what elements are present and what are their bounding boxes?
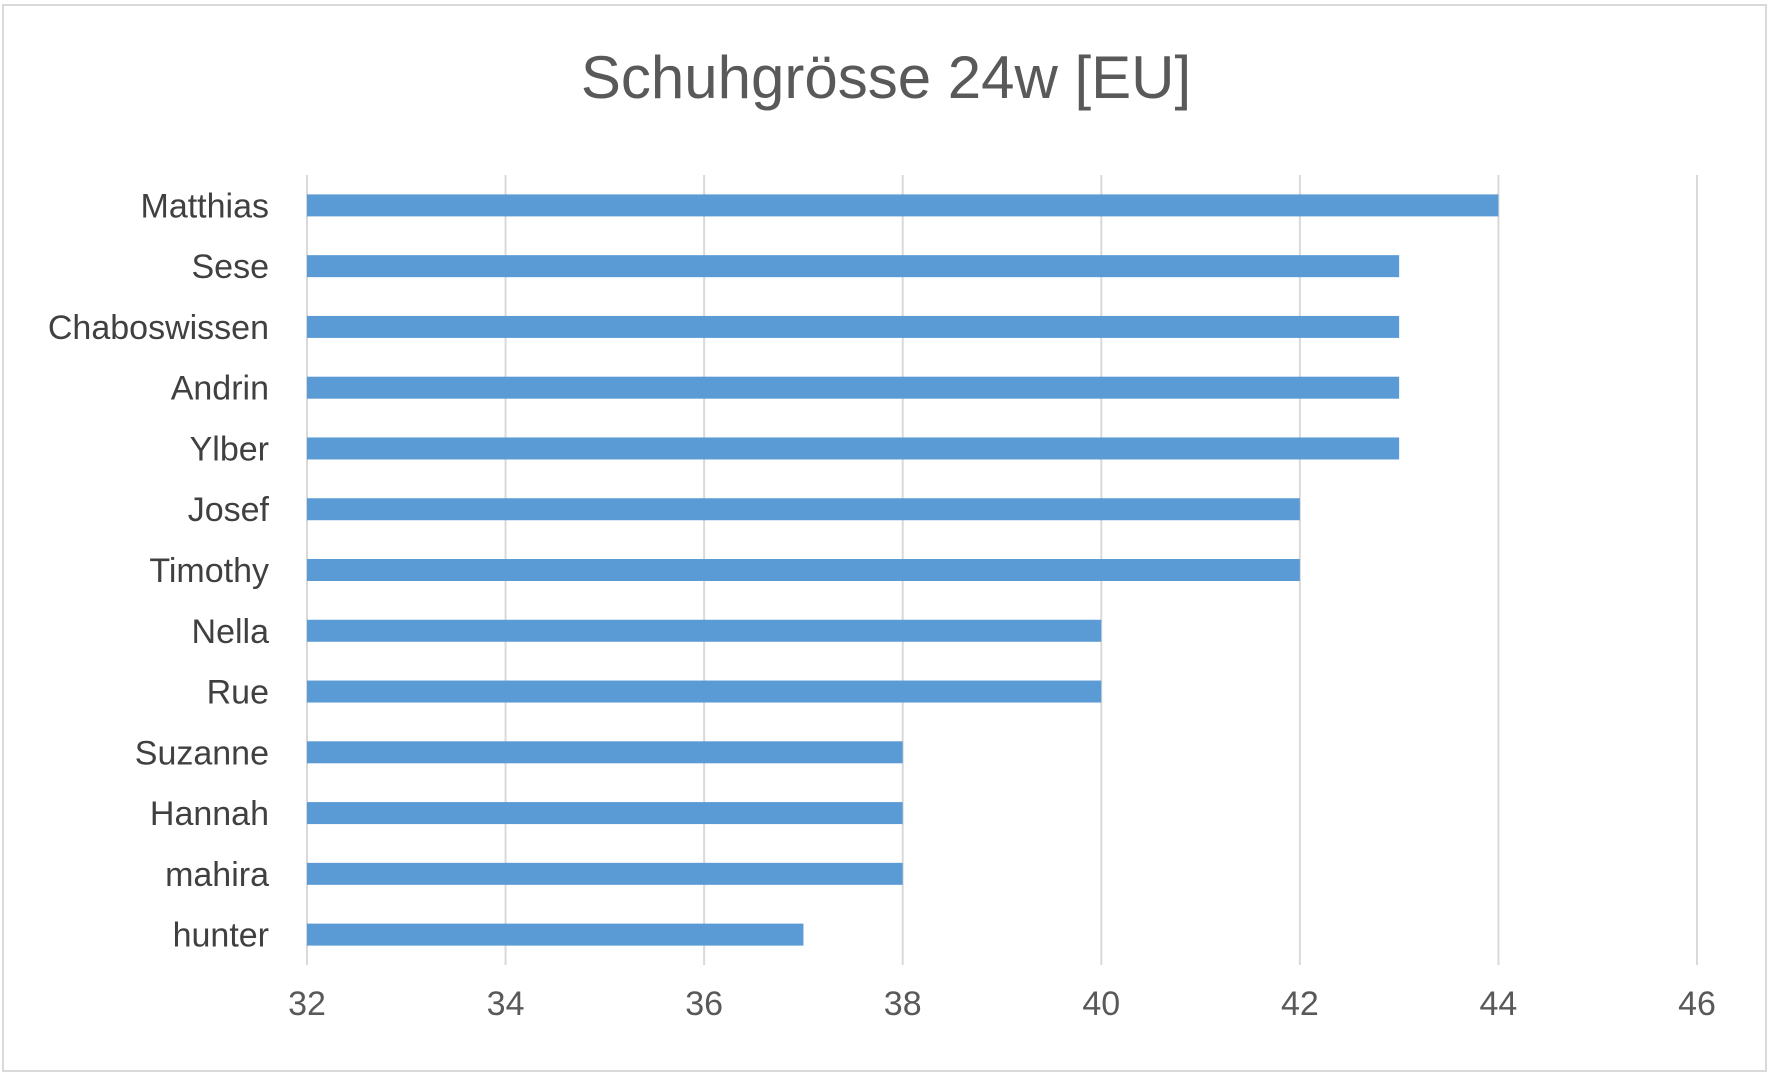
chart-frame bbox=[2, 4, 1767, 1072]
category-label: Hannah bbox=[150, 795, 269, 833]
x-tick-label: 38 bbox=[884, 985, 922, 1023]
x-tick-label: 36 bbox=[685, 985, 723, 1023]
bar-nella bbox=[307, 619, 1102, 642]
category-label: Matthias bbox=[141, 187, 270, 225]
category-label: Rue bbox=[207, 674, 269, 712]
x-tick-label: 32 bbox=[288, 985, 326, 1023]
bar-timothy bbox=[307, 559, 1300, 581]
bar-chaboswissen bbox=[307, 315, 1400, 338]
category-label: Suzanne bbox=[135, 734, 269, 772]
bar-ylber bbox=[307, 437, 1400, 460]
category-label: Nella bbox=[192, 613, 270, 651]
category-label: Ylber bbox=[190, 430, 269, 468]
category-label: Andrin bbox=[171, 370, 269, 408]
x-tick-labels: 32 34 36 38 40 42 44 46 bbox=[288, 985, 1716, 1023]
category-label: hunter bbox=[173, 917, 269, 955]
bar-andrin bbox=[307, 376, 1400, 399]
category-label: Chaboswissen bbox=[48, 309, 269, 347]
x-tick-label: 34 bbox=[487, 985, 525, 1023]
chart-title: Schuhgrösse 24w [EU] bbox=[581, 44, 1191, 111]
bar-rue bbox=[307, 680, 1102, 703]
x-tick-label: 46 bbox=[1678, 985, 1716, 1023]
x-tick-label: 44 bbox=[1480, 985, 1518, 1023]
category-labels: Matthias Sese Chaboswissen Andrin Ylber Josef… bbox=[48, 187, 270, 954]
bars bbox=[307, 194, 1499, 946]
category-label: Josef bbox=[188, 491, 270, 529]
category-label: Sese bbox=[192, 248, 270, 286]
x-tick-label: 42 bbox=[1281, 985, 1319, 1023]
bar-mahira bbox=[307, 862, 903, 885]
bar-hannah bbox=[307, 802, 903, 825]
x-tick-label: 40 bbox=[1082, 985, 1120, 1023]
category-label: mahira bbox=[165, 856, 269, 894]
bar-hunter bbox=[307, 923, 804, 946]
bar-suzanne bbox=[307, 741, 903, 764]
bar-josef bbox=[307, 498, 1300, 521]
bar-matthias bbox=[307, 194, 1499, 217]
bar-sese bbox=[307, 255, 1400, 278]
category-label: Timothy bbox=[149, 552, 269, 590]
